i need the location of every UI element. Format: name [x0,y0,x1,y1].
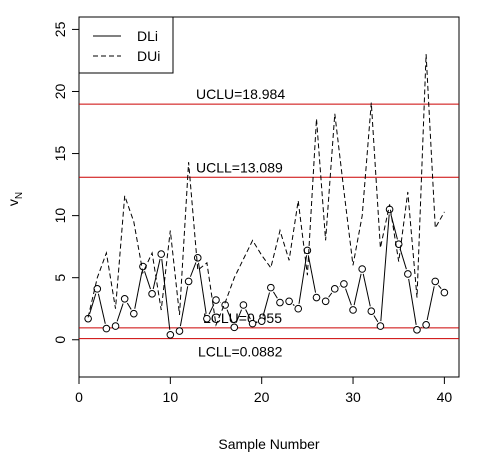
y-tick-label: 10 [52,208,68,224]
dli-point [204,315,211,322]
dli-point [167,331,174,338]
dli-point [121,295,128,302]
dli-point [268,284,275,291]
dli-point [441,289,448,296]
dli-line-segment [190,262,196,276]
x-tick-label: 0 [75,389,83,405]
dli-point [185,278,192,285]
y-tick-label: 20 [52,83,68,99]
dli-point [258,318,265,325]
y-tick-label: 5 [52,274,68,282]
y-axis-label-main: v [5,199,21,206]
dli-line-segment [117,304,123,322]
dli-line-segment [180,286,187,326]
dli-point [94,286,101,293]
dli-line-segment [427,286,434,320]
dli-point [231,324,238,331]
y-tick-label: 0 [52,336,68,344]
control-limit-label: UCLU=18.984 [196,86,285,102]
dli-line-segment [346,289,352,306]
dli-line-segment [293,304,294,305]
dli-line-segment [374,315,378,321]
dli-point [240,302,247,309]
dli-line-segment [198,263,206,314]
dli-point [368,308,375,315]
legend: DLi DUi [79,17,173,73]
dli-point [249,320,256,327]
x-tick-label: 10 [163,389,179,405]
dli-line-segment [135,271,142,308]
dli-line-segment [273,292,277,298]
dli-line-segment [127,303,131,309]
dli-line-segment [145,271,151,289]
dli-line-segment [354,274,361,305]
dli-line-segment [299,255,307,303]
x-tick-label: 20 [254,389,270,405]
dli-point [149,291,156,298]
control-limit-lines: UCLU=18.984UCLL=13.089LCLU=0.955LCLL=0.0… [79,86,459,360]
dli-point [350,307,357,314]
dli-line-segment [308,255,315,292]
dli-point [295,305,302,312]
dli-point [131,310,138,317]
control-limit-label: UCLL=13.089 [196,159,283,175]
dli-point [313,294,320,301]
dli-point [286,298,293,305]
legend-dui-label: DUi [137,48,160,64]
dli-point [423,322,430,329]
dli-point [176,328,183,335]
x-tick-label: 30 [345,389,361,405]
dli-line-segment [90,294,96,314]
dli-point [277,299,284,306]
dli-line-segment [329,293,332,297]
dli-point [103,325,110,332]
dli-point [386,206,393,213]
y-tick-label: 25 [52,21,68,37]
control-limit-label: LCLL=0.0882 [198,344,283,360]
dli-point [322,298,329,305]
y-tick-label: 15 [52,146,68,162]
dli-line-segment [438,285,441,288]
y-axis-label-subscript: N [14,192,25,199]
y-axis: 0 5 10 15 20 25 [52,21,79,343]
dli-point [405,271,412,278]
dli-point [158,251,165,258]
dli-point [213,297,220,304]
legend-dli-label: DLi [137,28,158,44]
dli-point [112,323,119,330]
dli-line-segment [381,214,389,321]
y-axis-label: vN [5,192,25,206]
x-axis-label: Sample Number [218,436,319,452]
dli-point [331,286,338,293]
dli-point [414,327,421,334]
x-axis: 0 10 20 30 40 [75,377,452,405]
dli-point [194,255,201,262]
dli-line-segment [400,249,406,269]
dli-point [377,323,384,330]
dli-line-segment [409,279,417,325]
dli-line-segment [98,294,105,324]
dli-point [341,281,348,288]
legend-box [79,17,173,73]
x-tick-label: 40 [437,389,453,405]
dli-point [359,266,366,273]
dli-point [432,278,439,285]
dli-line-segment [363,274,370,306]
